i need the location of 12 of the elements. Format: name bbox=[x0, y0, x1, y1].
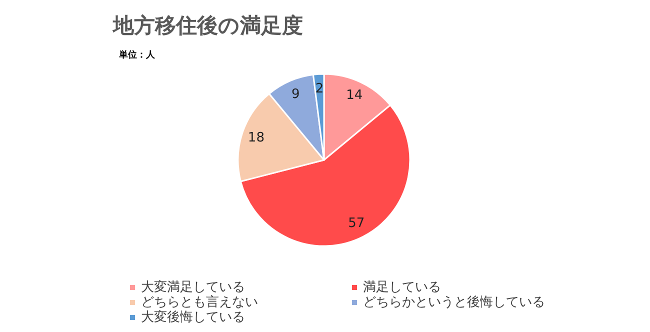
legend-label: どちらかというと後悔している bbox=[363, 295, 545, 310]
legend-label: 大変後悔している bbox=[141, 309, 245, 325]
chart-subtitle: 単位：人 bbox=[118, 50, 156, 60]
data-label: 2 bbox=[315, 81, 324, 96]
data-label: 14 bbox=[346, 88, 363, 103]
data-label: 18 bbox=[248, 130, 264, 146]
legend-label: どちらとも言えない bbox=[141, 294, 258, 310]
legend-label: 満足している bbox=[363, 280, 441, 295]
chart-title: 地方移住後の満足度 bbox=[112, 14, 303, 38]
data-label: 57 bbox=[348, 216, 365, 232]
data-label: 9 bbox=[292, 87, 300, 102]
legend-label: 大変満足している bbox=[141, 279, 245, 295]
